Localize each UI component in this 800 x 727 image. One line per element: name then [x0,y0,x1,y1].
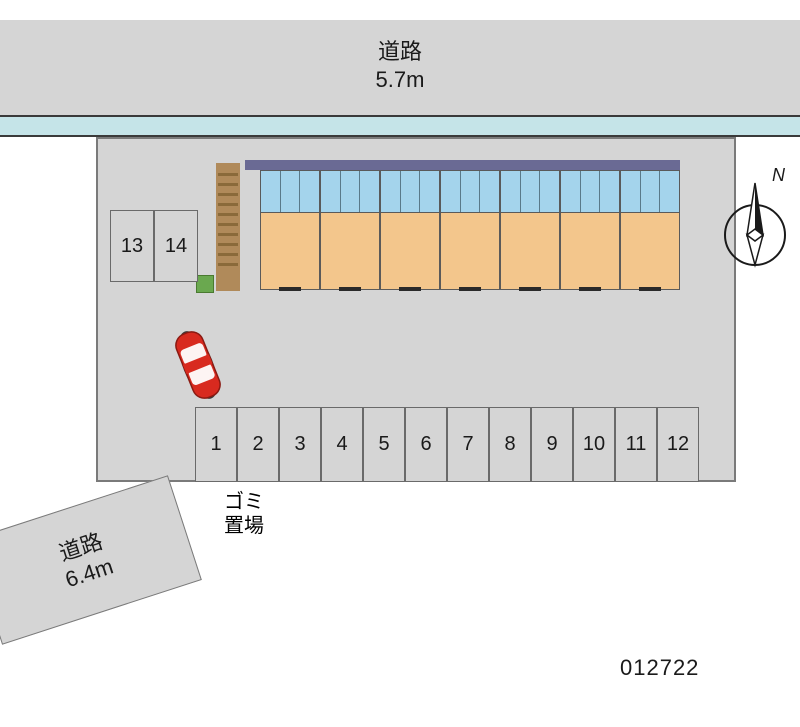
compass-icon: N [720,165,790,280]
unit-wet-area [381,171,439,213]
unit-wet-area [321,171,379,213]
parking-space: 11 [615,407,657,482]
road-top-label: 道路 5.7m [0,38,800,93]
apartment-unit [380,170,440,290]
building-outline-bar [245,160,680,170]
unit-living-area [441,213,499,289]
parking-space: 5 [363,407,405,482]
door-icon [519,287,541,291]
parking-space: 3 [279,407,321,482]
parking-space: 4 [321,407,363,482]
fixture-icon [641,171,661,212]
road-top-width: 5.7m [0,66,800,94]
fixture-icon [261,171,281,212]
apartment-unit [260,170,320,290]
fixture-icon [420,171,439,212]
unit-wet-area [501,171,559,213]
road-top-strip [0,115,800,137]
unit-living-area [321,213,379,289]
parking-space: 1 [195,407,237,482]
door-icon [339,287,361,291]
unit-living-area [561,213,619,289]
door-icon [639,287,661,291]
parking-space: 14 [154,210,198,282]
fixture-icon [401,171,421,212]
unit-wet-area [561,171,619,213]
building-units [260,170,680,290]
compass-n-label: N [772,165,786,185]
parking-space: 7 [447,407,489,482]
parking-space: 6 [405,407,447,482]
apartment-unit [620,170,680,290]
road-diag-label: 道路 6.4m [53,526,117,593]
apartment-unit [560,170,620,290]
road-diagonal-area: 道路 6.4m [0,505,190,615]
fixture-icon [621,171,641,212]
fixture-icon [381,171,401,212]
fixture-icon [281,171,301,212]
fixture-icon [300,171,319,212]
fixture-icon [600,171,619,212]
unit-living-area [501,213,559,289]
fixture-icon [441,171,461,212]
fixture-icon [540,171,559,212]
fixture-icon [581,171,601,212]
unit-wet-area [441,171,499,213]
parking-main-row: 123456789101112 [195,407,699,482]
parking-space: 12 [657,407,699,482]
fixture-icon [321,171,341,212]
parking-space: 8 [489,407,531,482]
door-icon [279,287,301,291]
unit-wet-area [261,171,319,213]
parking-space: 9 [531,407,573,482]
door-icon [399,287,421,291]
fixture-icon [521,171,541,212]
parking-space: 10 [573,407,615,482]
road-top-name: 道路 [0,38,800,66]
door-icon [459,287,481,291]
fixture-icon [341,171,361,212]
apartment-unit [500,170,560,290]
planter-column [216,163,240,291]
fixture-icon [480,171,499,212]
fixture-icon [561,171,581,212]
parking-aux-row: 1314 [110,210,198,282]
reference-id: 012722 [620,655,699,681]
fixture-icon [461,171,481,212]
unit-living-area [261,213,319,289]
apartment-unit [440,170,500,290]
parking-space: 13 [110,210,154,282]
unit-living-area [621,213,679,289]
planter-green [196,275,214,293]
fixture-icon [360,171,379,212]
unit-living-area [381,213,439,289]
garbage-area-label: ゴミ 置場 [224,490,264,538]
unit-wet-area [621,171,679,213]
door-icon [579,287,601,291]
car-icon [148,315,248,420]
fixture-icon [501,171,521,212]
parking-space: 2 [237,407,279,482]
apartment-unit [320,170,380,290]
fixture-icon [660,171,679,212]
